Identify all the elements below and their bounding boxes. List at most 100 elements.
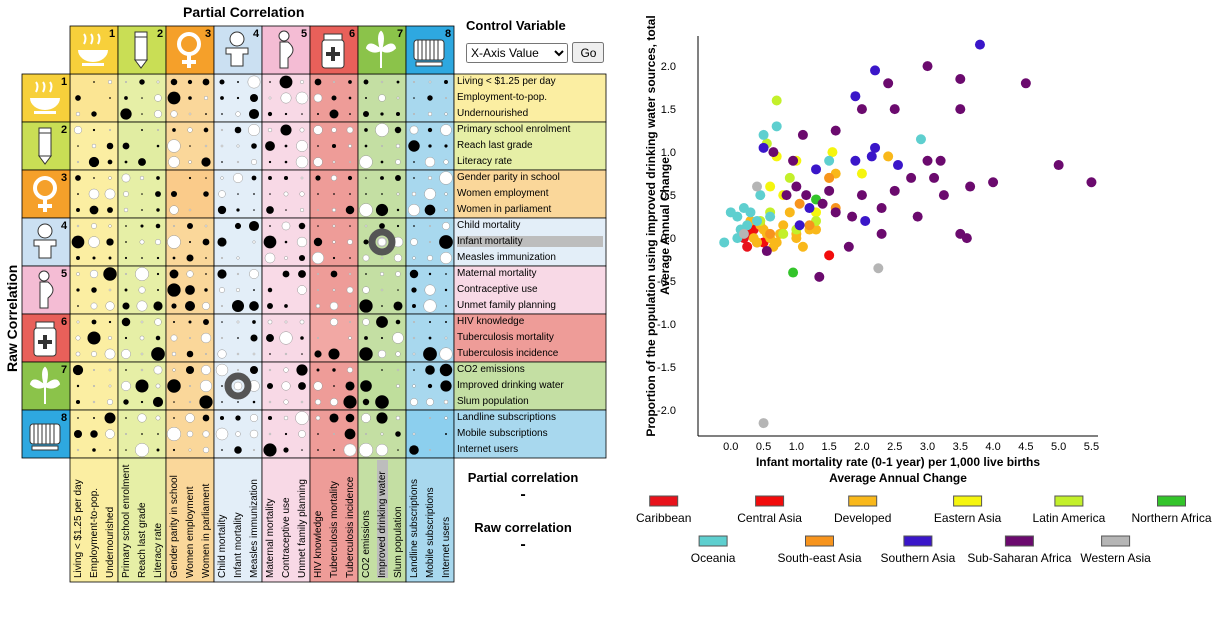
correlation-circle[interactable]	[332, 160, 336, 164]
correlation-circle[interactable]	[269, 193, 271, 195]
data-point[interactable]	[804, 220, 815, 231]
correlation-circle[interactable]	[184, 300, 196, 312]
correlation-circle[interactable]	[284, 112, 288, 116]
correlation-circle[interactable]	[109, 449, 111, 451]
correlation-circle[interactable]	[301, 449, 303, 451]
correlation-circle[interactable]	[313, 237, 323, 247]
correlation-circle[interactable]	[204, 352, 208, 356]
correlation-circle[interactable]	[348, 80, 352, 84]
correlation-circle[interactable]	[329, 109, 339, 119]
correlation-circle[interactable]	[345, 205, 355, 215]
correlation-circle[interactable]	[75, 399, 81, 405]
correlation-circle[interactable]	[173, 417, 175, 419]
correlation-circle[interactable]	[298, 382, 306, 390]
correlation-circle[interactable]	[205, 257, 207, 259]
correlation-circle[interactable]	[167, 379, 181, 393]
correlation-circle[interactable]	[220, 256, 224, 260]
correlation-circle[interactable]	[135, 443, 149, 457]
correlation-circle[interactable]	[76, 208, 80, 212]
correlation-circle[interactable]	[186, 254, 194, 262]
legend-item[interactable]: Caribbean	[636, 495, 691, 525]
correlation-circle[interactable]	[330, 398, 338, 406]
correlation-circle[interactable]	[439, 171, 453, 185]
correlation-circle[interactable]	[397, 449, 399, 451]
correlation-circle[interactable]	[301, 353, 303, 355]
correlation-circle[interactable]	[411, 191, 417, 197]
correlation-circle[interactable]	[152, 396, 164, 408]
data-point[interactable]	[870, 65, 881, 76]
correlation-circle[interactable]	[413, 225, 415, 227]
correlation-circle[interactable]	[203, 95, 209, 101]
data-point[interactable]	[830, 207, 841, 218]
correlation-circle[interactable]	[76, 288, 80, 292]
correlation-circle[interactable]	[234, 446, 242, 454]
correlation-circle[interactable]	[202, 414, 210, 422]
correlation-circle[interactable]	[172, 320, 176, 324]
correlation-circle[interactable]	[221, 385, 223, 387]
correlation-circle[interactable]	[283, 367, 289, 373]
correlation-circle[interactable]	[252, 352, 256, 356]
correlation-circle[interactable]	[300, 176, 304, 180]
col-label[interactable]: Employment-to-pop.	[89, 487, 100, 578]
correlation-circle[interactable]	[295, 411, 309, 425]
correlation-circle[interactable]	[413, 369, 415, 371]
correlation-circle[interactable]	[381, 305, 383, 307]
correlation-circle[interactable]	[283, 399, 289, 405]
correlation-circle[interactable]	[221, 113, 223, 115]
correlation-circle[interactable]	[186, 270, 194, 278]
data-point[interactable]	[856, 168, 867, 179]
correlation-circle[interactable]	[313, 157, 323, 167]
correlation-circle[interactable]	[409, 445, 419, 455]
correlation-circle[interactable]	[173, 401, 175, 403]
correlation-circle[interactable]	[141, 257, 143, 259]
correlation-circle[interactable]	[108, 320, 112, 324]
correlation-circle[interactable]	[328, 348, 340, 360]
correlation-circle[interactable]	[107, 79, 113, 85]
correlation-circle[interactable]	[346, 126, 354, 134]
col-label[interactable]: Maternal mortality	[265, 498, 276, 578]
col-label[interactable]: HIV knowledge	[313, 510, 324, 578]
correlation-circle[interactable]	[249, 93, 259, 103]
correlation-circle[interactable]	[205, 273, 207, 275]
correlation-circle[interactable]	[424, 156, 436, 168]
data-point[interactable]	[797, 129, 808, 140]
row-label[interactable]: Tuberculosis mortality	[457, 332, 554, 343]
correlation-circle[interactable]	[285, 209, 287, 211]
correlation-circle[interactable]	[248, 108, 260, 120]
correlation-circle[interactable]	[409, 269, 419, 279]
correlation-circle[interactable]	[266, 206, 274, 214]
correlation-circle[interactable]	[249, 269, 259, 279]
correlation-circle[interactable]	[123, 207, 129, 213]
data-point[interactable]	[889, 104, 900, 115]
col-label[interactable]: Landline subscriptions	[409, 479, 420, 578]
correlation-circle[interactable]	[90, 302, 98, 310]
data-point[interactable]	[824, 185, 835, 196]
correlation-circle[interactable]	[375, 443, 389, 457]
correlation-circle[interactable]	[171, 303, 177, 309]
correlation-circle[interactable]	[188, 112, 192, 116]
correlation-circle[interactable]	[151, 347, 165, 361]
correlation-circle[interactable]	[253, 289, 255, 291]
correlation-circle[interactable]	[156, 128, 160, 132]
row-label[interactable]: Employment-to-pop.	[457, 92, 548, 103]
pregnant-woman-icon[interactable]: 5	[21, 265, 71, 315]
correlation-circle[interactable]	[332, 224, 336, 228]
correlation-circle[interactable]	[379, 223, 385, 229]
correlation-circle[interactable]	[395, 415, 401, 421]
correlation-circle[interactable]	[299, 127, 305, 133]
correlation-circle[interactable]	[153, 301, 163, 311]
correlation-circle[interactable]	[235, 431, 241, 437]
correlation-circle[interactable]	[364, 144, 368, 148]
correlation-circle[interactable]	[106, 238, 114, 246]
data-point[interactable]	[1086, 177, 1097, 188]
correlation-circle[interactable]	[104, 188, 116, 200]
correlation-circle[interactable]	[108, 128, 112, 132]
correlation-circle[interactable]	[220, 176, 224, 180]
correlation-circle[interactable]	[201, 157, 211, 167]
correlation-circle[interactable]	[233, 173, 243, 183]
correlation-circle[interactable]	[281, 221, 291, 231]
correlation-circle[interactable]	[379, 271, 385, 277]
correlation-circle[interactable]	[199, 395, 213, 409]
correlation-circle[interactable]	[443, 159, 449, 165]
correlation-circle[interactable]	[93, 417, 95, 419]
